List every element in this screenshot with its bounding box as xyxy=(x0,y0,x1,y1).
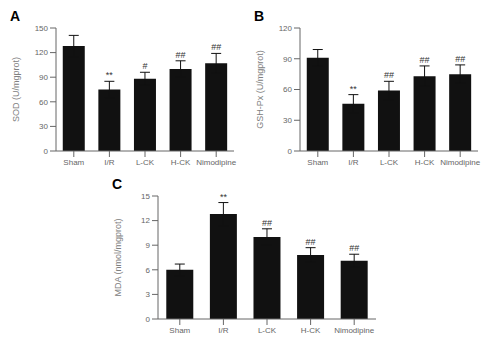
svg-text:0: 0 xyxy=(44,147,49,156)
svg-text:##: ## xyxy=(306,237,316,247)
html-text:A: A xyxy=(10,8,21,24)
svg-text:60: 60 xyxy=(283,85,292,94)
svg-text:90: 90 xyxy=(39,73,48,82)
svg-text:H-CK: H-CK xyxy=(171,158,191,167)
svg-text:150: 150 xyxy=(35,24,49,33)
svg-text:#: # xyxy=(142,61,147,71)
svg-text:3: 3 xyxy=(146,290,151,299)
html-text:C: C xyxy=(112,176,123,192)
svg-text:60: 60 xyxy=(39,98,48,107)
svg-text:H-CK: H-CK xyxy=(415,158,435,167)
svg-text:H-CK: H-CK xyxy=(301,326,321,335)
svg-text:##: ## xyxy=(262,218,272,228)
svg-text:##: ## xyxy=(176,50,186,60)
svg-text:L-CK: L-CK xyxy=(258,326,277,335)
svg-text:I/R: I/R xyxy=(104,158,114,167)
svg-text:Sham: Sham xyxy=(169,326,190,335)
svg-text:0: 0 xyxy=(288,147,293,156)
svg-text:SOD (U/mgprot): SOD (U/mgprot) xyxy=(11,57,21,122)
svg-text:0: 0 xyxy=(146,315,151,324)
svg-text:30: 30 xyxy=(283,116,292,125)
svg-text:##: ## xyxy=(211,42,221,52)
svg-text:120: 120 xyxy=(279,24,293,33)
svg-text:##: ## xyxy=(455,54,465,64)
svg-text:90: 90 xyxy=(283,55,292,64)
svg-text:GSH-Px (U/mgprot): GSH-Px (U/mgprot) xyxy=(255,50,265,129)
svg-text:9: 9 xyxy=(146,241,151,250)
svg-text:30: 30 xyxy=(39,122,48,131)
svg-text:##: ## xyxy=(420,55,430,65)
svg-text:Sham: Sham xyxy=(307,158,328,167)
svg-text:**: ** xyxy=(350,84,358,94)
svg-text:##: ## xyxy=(384,70,394,80)
svg-text:**: ** xyxy=(106,70,114,80)
svg-text:L-CK: L-CK xyxy=(380,158,399,167)
svg-text:MDA (nmol/mgprot): MDA (nmol/mgprot) xyxy=(113,218,123,296)
svg-text:6: 6 xyxy=(146,266,151,275)
svg-text:15: 15 xyxy=(141,192,150,201)
svg-text:L-CK: L-CK xyxy=(136,158,155,167)
svg-text:**: ** xyxy=(220,192,228,202)
svg-text:##: ## xyxy=(349,243,359,253)
svg-text:Nimodipine: Nimodipine xyxy=(334,326,375,335)
svg-text:Sham: Sham xyxy=(63,158,84,167)
svg-text:Nimodipine: Nimodipine xyxy=(196,158,237,167)
svg-text:12: 12 xyxy=(141,216,150,225)
svg-text:I/R: I/R xyxy=(218,326,228,335)
svg-text:I/R: I/R xyxy=(348,158,358,167)
svg-text:Nimodipine: Nimodipine xyxy=(440,158,481,167)
svg-text:120: 120 xyxy=(35,48,49,57)
html-text:B: B xyxy=(254,8,265,24)
